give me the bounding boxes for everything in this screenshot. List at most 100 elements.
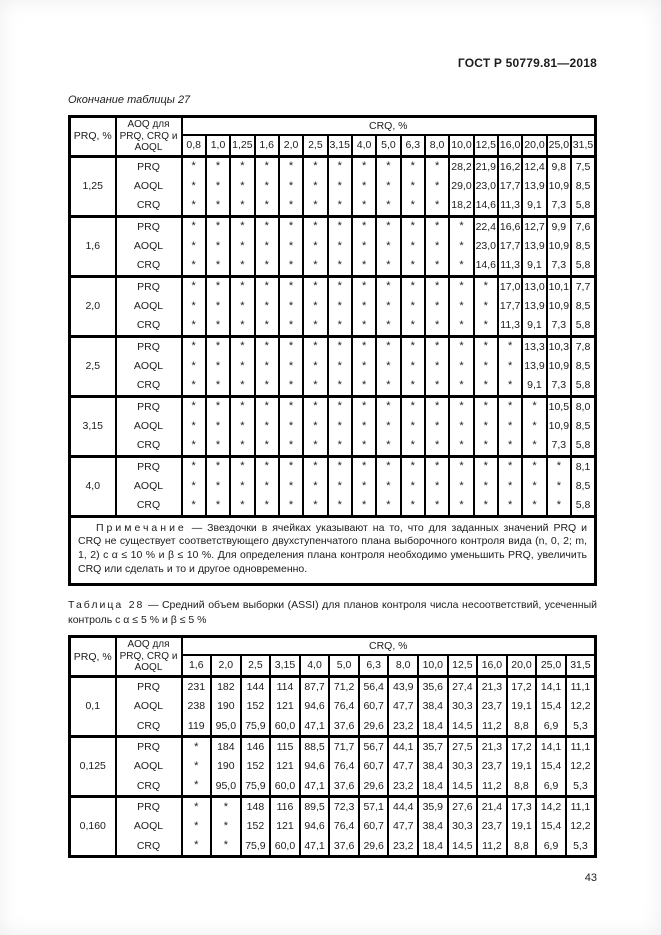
value-cell: 19,1	[505, 756, 538, 777]
value-cell: 27,5	[446, 734, 479, 757]
value-cell: *	[350, 196, 378, 216]
value-cell: 8,5	[570, 296, 597, 316]
value-cell: *	[204, 256, 232, 276]
value-cell: *	[326, 256, 353, 276]
value-cell: *	[326, 334, 353, 356]
value-cell: *	[423, 316, 451, 336]
value-cell: *	[399, 416, 426, 436]
value-cell: *	[350, 316, 378, 336]
value-cell: *	[180, 214, 207, 236]
value-cell: 76,4	[328, 756, 360, 777]
value-cell: 60,0	[269, 836, 301, 857]
crq-tick-cell: 8,0	[387, 654, 419, 678]
value-cell: *	[448, 316, 475, 336]
value-cell: *	[229, 334, 256, 356]
value-cell: 95,0	[210, 716, 242, 737]
value-cell: 121	[269, 816, 301, 837]
value-cell: *	[180, 334, 207, 356]
value-cell: 47,1	[298, 776, 331, 797]
value-cell: *	[277, 316, 305, 336]
value-cell: *	[399, 454, 426, 476]
table-note: Примечание — Звездочки в ячейках указыва…	[69, 514, 596, 585]
value-cell: *	[399, 476, 426, 496]
value-cell: 71,7	[328, 734, 360, 757]
value-cell: 27,6	[446, 794, 479, 817]
value-cell: *	[350, 496, 378, 516]
crq-tick-cell: 4,0	[298, 654, 331, 678]
value-cell: *	[423, 476, 451, 496]
value-cell: 11,2	[476, 716, 508, 737]
value-cell: *	[229, 356, 256, 376]
value-cell: 87,7	[298, 674, 331, 697]
value-cell: *	[326, 236, 353, 256]
value-cell: 7,6	[570, 214, 597, 236]
value-cell: 5,3	[564, 776, 597, 797]
value-cell: 37,6	[328, 776, 360, 797]
value-cell: *	[399, 436, 426, 456]
value-cell: *	[423, 236, 451, 256]
value-cell: *	[423, 394, 451, 416]
value-cell: *	[472, 496, 499, 516]
value-cell: 8,5	[570, 476, 597, 496]
value-cell: *	[375, 334, 402, 356]
row-label-cell: AOQL	[114, 756, 183, 777]
value-cell: 23,2	[387, 836, 419, 857]
value-cell: *	[350, 176, 378, 196]
value-cell: 6,9	[535, 716, 567, 737]
value-cell: *	[448, 274, 475, 296]
crq-tick-cell: 25,0	[545, 134, 573, 158]
value-cell: 17,3	[505, 794, 538, 817]
value-cell: *	[521, 394, 548, 416]
value-cell: 5,8	[570, 256, 597, 276]
row-label-cell: CRQ	[114, 316, 183, 336]
value-cell: *	[448, 296, 475, 316]
table-row: CRQ * * * * * * * * * * * * * * * * 5,8	[70, 496, 597, 516]
prq-group-cell: 1,6	[68, 214, 117, 276]
value-cell: 23,7	[476, 816, 508, 837]
value-cell: *	[399, 316, 426, 336]
value-cell: *	[350, 356, 378, 376]
row-label-cell: CRQ	[114, 196, 183, 216]
value-cell: 8,8	[505, 716, 538, 737]
value-cell: *	[180, 376, 207, 396]
value-cell: 7,7	[570, 274, 597, 296]
table-row: CRQ * * * * * * * * * * * 18,2 14,6 11,3 9,1 7,3 5,8	[70, 196, 597, 216]
crq-tick-cell: 2,0	[210, 654, 242, 678]
value-cell: *	[204, 176, 232, 196]
value-cell: 11,3	[496, 316, 524, 336]
value-cell: *	[180, 274, 207, 296]
value-cell: 30,3	[446, 756, 479, 777]
value-cell: 23,2	[387, 776, 419, 797]
value-cell: *	[496, 356, 524, 376]
prq-group-cell: 3,15	[68, 394, 117, 456]
value-cell: *	[545, 454, 573, 476]
value-cell: *	[229, 476, 256, 496]
value-cell: 11,1	[564, 794, 597, 817]
value-cell: 10,9	[545, 296, 573, 316]
value-cell: *	[180, 416, 207, 436]
value-cell: 94,6	[298, 756, 331, 777]
value-cell: 89,5	[298, 794, 331, 817]
table-row: AOQL * * * * * * * * * * * * * * * 10,9 8,5	[70, 416, 597, 436]
value-cell: *	[472, 394, 499, 416]
value-cell: 35,9	[417, 794, 449, 817]
value-cell: 12,7	[521, 214, 548, 236]
value-cell: *	[204, 436, 232, 456]
value-cell: 14,1	[535, 674, 567, 697]
value-cell: 5,3	[564, 836, 597, 857]
value-cell: 23,0	[472, 236, 499, 256]
page-number: 43	[584, 871, 597, 884]
value-cell: 7,5	[570, 154, 597, 176]
value-cell: *	[229, 454, 256, 476]
table28-caption-text: — Средний объем выборки (ASSI) для плано…	[68, 598, 597, 626]
value-cell: 17,7	[496, 236, 524, 256]
value-cell: 71,2	[328, 674, 360, 697]
value-cell: 8,5	[570, 176, 597, 196]
value-cell: *	[302, 476, 329, 496]
row-label-cell: PRQ	[114, 734, 183, 757]
value-cell: 18,4	[417, 716, 449, 737]
value-cell: *	[229, 316, 256, 336]
value-cell: *	[277, 214, 305, 236]
value-cell: *	[448, 436, 475, 456]
value-cell: *	[375, 316, 402, 336]
